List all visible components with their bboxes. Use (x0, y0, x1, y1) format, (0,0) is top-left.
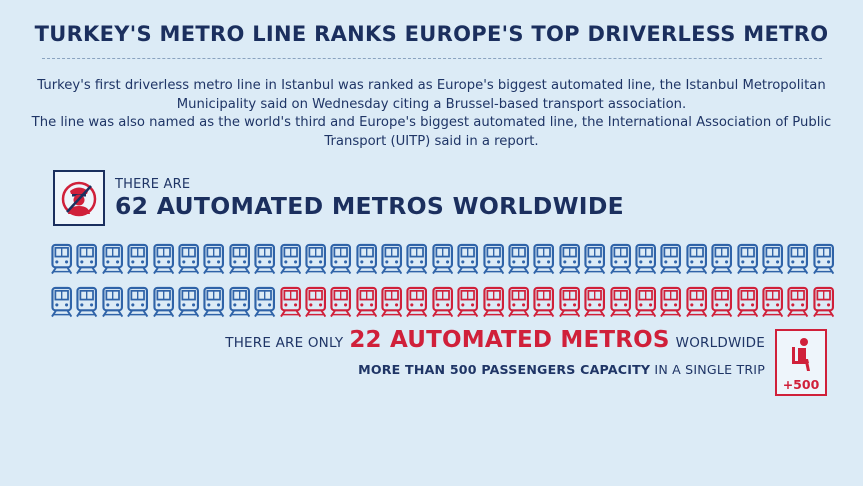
metro-icon (812, 243, 834, 275)
metro-icon (279, 243, 301, 275)
metro-icon (609, 243, 631, 275)
intro-text: Turkey's first driverless metro line in … (30, 77, 833, 151)
metro-icon (635, 243, 657, 275)
stat1-headline: 62 AUTOMATED METROS WORLDWIDE (115, 192, 625, 220)
metro-icon (736, 243, 758, 275)
stat1-lead: THERE ARE (115, 177, 191, 192)
stat2-tail: WORLDWIDE (675, 335, 765, 351)
metro-icon (685, 243, 707, 275)
metro-icon-highlighted (406, 286, 428, 318)
metro-icon (203, 286, 225, 318)
metro-icon-highlighted (305, 286, 327, 318)
metro-icon-highlighted (787, 286, 809, 318)
metro-icon (584, 243, 606, 275)
metro-icon (51, 243, 73, 275)
metro-icon (76, 286, 98, 318)
metro-icon-highlighted (533, 286, 555, 318)
metro-icon-highlighted (279, 286, 301, 318)
metro-icon (558, 243, 581, 275)
metro-icon (101, 243, 124, 275)
metro-icon (254, 286, 276, 318)
train-row (51, 286, 834, 318)
intro-paragraph-1: Turkey's first driverless metro line in … (37, 78, 826, 112)
metro-icon (152, 286, 174, 318)
train-row (51, 243, 834, 275)
metro-icon-highlighted (330, 286, 352, 318)
stat2-lead: THERE ARE ONLY (225, 335, 344, 351)
metro-icon-highlighted (482, 286, 504, 318)
metro-icon (76, 243, 98, 275)
metro-icon-highlighted (432, 286, 454, 318)
metro-icon (228, 243, 250, 275)
metro-icon-highlighted (660, 286, 682, 318)
metro-icon-highlighted (609, 286, 631, 318)
capacity-bold: MORE THAN 500 PASSENGERS CAPACITY (358, 362, 651, 377)
seat-icon: +500 (775, 329, 827, 396)
no-driver-icon (53, 170, 105, 226)
metro-icon-highlighted (736, 286, 758, 318)
stat2-line: THERE ARE ONLY 22 AUTOMATED METROS WORLD… (225, 327, 765, 353)
metro-icon-highlighted (558, 286, 581, 318)
metro-icon (330, 243, 352, 275)
metro-icon (508, 243, 530, 275)
capacity-line: MORE THAN 500 PASSENGERS CAPACITY IN A S… (358, 362, 765, 377)
metro-icon (660, 243, 682, 275)
page-title: TURKEY'S METRO LINE RANKS EUROPE'S TOP D… (34, 22, 829, 46)
metro-icon-highlighted (457, 286, 479, 318)
metro-icon (432, 243, 454, 275)
metro-icon (178, 243, 200, 275)
intro-paragraph-2: The line was also named as the world's t… (31, 115, 832, 149)
metro-icon (203, 243, 225, 275)
metro-icon (305, 243, 327, 275)
metro-icon (127, 243, 149, 275)
metro-icon (178, 286, 200, 318)
seat-icon-label: +500 (782, 377, 820, 392)
metro-icon-highlighted (711, 286, 733, 318)
metro-icon (254, 243, 276, 275)
metro-icon (533, 243, 555, 275)
train-grid (51, 243, 834, 329)
metro-icon (457, 243, 479, 275)
capacity-rest: IN A SINGLE TRIP (654, 362, 765, 377)
metro-icon-highlighted (584, 286, 606, 318)
metro-icon-highlighted (635, 286, 657, 318)
metro-icon-highlighted (381, 286, 403, 318)
metro-icon (482, 243, 504, 275)
metro-icon (787, 243, 809, 275)
metro-icon (406, 243, 428, 275)
metro-icon (355, 243, 377, 275)
metro-icon (152, 243, 174, 275)
stat2-headline: 22 AUTOMATED METROS (349, 327, 670, 353)
title-divider (42, 58, 822, 59)
metro-icon (228, 286, 250, 318)
metro-icon (762, 243, 784, 275)
metro-icon (51, 286, 73, 318)
metro-icon-highlighted (685, 286, 707, 318)
metro-icon (127, 286, 149, 318)
metro-icon-highlighted (508, 286, 530, 318)
metro-icon-highlighted (762, 286, 784, 318)
metro-icon (101, 286, 124, 318)
metro-icon (711, 243, 733, 275)
metro-icon-highlighted (355, 286, 377, 318)
metro-icon (381, 243, 403, 275)
metro-icon-highlighted (812, 286, 834, 318)
